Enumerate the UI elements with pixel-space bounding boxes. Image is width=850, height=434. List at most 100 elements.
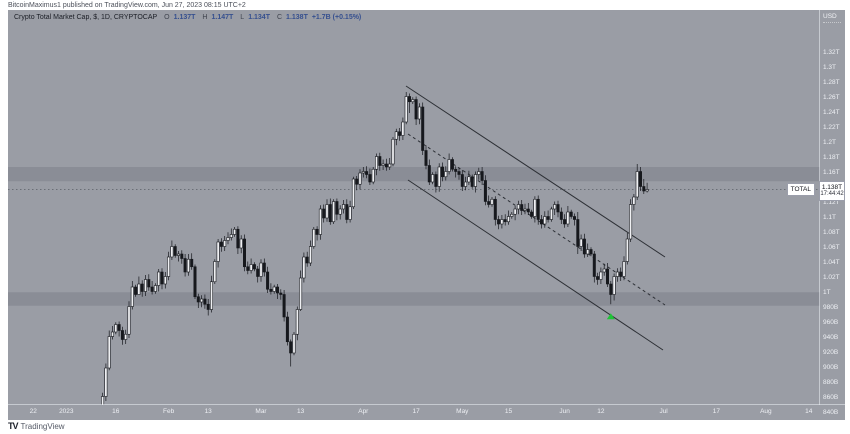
candle-down	[539, 219, 543, 225]
candle-down	[236, 228, 240, 249]
buy-signal-triangle-icon[interactable]	[606, 313, 615, 320]
time-axis[interactable]: 22 2023 16 Feb 13 Mar 13 Apr 17 May 15 Jun 12 Jul 17 Au…	[8, 404, 845, 420]
candle-down	[582, 238, 586, 255]
candle-down	[572, 216, 576, 220]
candle-down	[424, 150, 428, 166]
candle-up	[163, 276, 167, 285]
candle-up	[374, 156, 378, 170]
candle-up	[632, 196, 636, 205]
candle-down	[470, 176, 474, 187]
candle-up	[216, 241, 220, 262]
candle-down	[203, 298, 207, 305]
candle-up	[506, 216, 510, 223]
tradingview-logo[interactable]: TV TradingView	[8, 421, 65, 431]
candle-down	[407, 96, 411, 103]
candle-down	[305, 256, 309, 264]
price-tick-label: 1.12T	[823, 199, 840, 206]
candle-up	[510, 213, 514, 217]
candle-down	[322, 208, 326, 219]
candle-down	[262, 262, 266, 273]
candle-down	[289, 341, 293, 354]
last-price-value: 1.138T	[821, 183, 843, 191]
bar-countdown: 17:44:42	[820, 190, 844, 197]
candle-up	[318, 208, 322, 235]
time-tick-label: Jun	[559, 408, 570, 415]
candle-up	[130, 286, 134, 307]
close-value: 1.138T	[286, 14, 308, 21]
channel-midline[interactable]	[407, 133, 666, 306]
candle-down	[563, 219, 567, 225]
candle-down	[285, 316, 289, 343]
candle-up	[104, 367, 108, 397]
candle-up	[602, 268, 606, 273]
candle-up	[533, 198, 537, 217]
candle-down	[520, 204, 524, 211]
candle-down	[378, 156, 382, 166]
price-tick-label: 1.3T	[823, 64, 837, 71]
candle-up	[645, 189, 649, 192]
candle-down	[279, 292, 283, 295]
candle-up	[404, 96, 408, 123]
candle-down	[503, 219, 507, 223]
candle-up	[464, 181, 468, 187]
candle-down	[427, 165, 431, 183]
candle-down	[365, 171, 369, 175]
time-tick-label: 17	[712, 408, 721, 415]
candle-up	[127, 306, 131, 335]
candle-down	[487, 201, 491, 205]
price-tick-label: 1.02T	[823, 274, 840, 281]
candle-up	[388, 163, 392, 168]
candle-up	[325, 204, 329, 219]
candle-down	[117, 324, 121, 331]
channel-trendline[interactable]	[405, 85, 666, 258]
candle-down	[180, 253, 184, 259]
candle-down	[576, 219, 580, 247]
price-tick-label: 920B	[823, 349, 839, 356]
time-tick-label: Jul	[659, 408, 668, 415]
time-tick-label: 14	[805, 408, 813, 415]
candle-up	[513, 208, 517, 215]
price-axis[interactable]: USD 1.32T 1.3T 1.28T 1.26T 1.24T 1.22T 1.2T 1.1…	[819, 10, 845, 416]
candle-up	[523, 208, 527, 211]
candle-down	[440, 166, 444, 178]
candle-up	[371, 168, 375, 183]
price-tick-label: 1.2T	[823, 139, 837, 146]
time-tick-label: Aug	[760, 408, 772, 415]
candlestick-canvas[interactable]	[8, 10, 820, 405]
time-tick-label: 2023	[59, 408, 74, 415]
candle-up	[500, 219, 504, 225]
candle-up	[553, 204, 557, 210]
candle-up	[137, 283, 141, 295]
candle-up	[622, 261, 626, 277]
candle-down	[619, 271, 623, 277]
candle-up	[170, 246, 174, 258]
time-tick-label: May	[456, 408, 469, 415]
candle-up	[292, 333, 296, 354]
candle-down	[605, 268, 609, 285]
candle-up	[579, 238, 583, 247]
candle-down	[450, 159, 454, 170]
candle-up	[332, 201, 336, 223]
channel-trendline[interactable]	[407, 179, 664, 351]
chart-region[interactable]: Crypto Total Market Cap, $, 1D, CRYPTOCA…	[8, 10, 845, 420]
price-tick-label: 860B	[823, 394, 839, 401]
candle-down	[454, 168, 458, 172]
time-tick-label: 15	[504, 408, 513, 415]
candle-up	[549, 208, 553, 220]
candle-down	[147, 279, 151, 288]
candle-down	[345, 204, 349, 220]
price-tick-label: 980B	[823, 304, 839, 311]
candle-down	[173, 246, 177, 256]
candle-down	[355, 178, 359, 185]
time-tick-label: 22	[29, 408, 37, 415]
price-tick-label: 900B	[823, 364, 839, 371]
chart-legend[interactable]: Crypto Total Market Cap, $, 1D, CRYPTOCA…	[14, 13, 361, 22]
price-tick-label: 1.28T	[823, 79, 840, 86]
candlestick-plot[interactable]	[8, 10, 820, 405]
candle-up	[411, 99, 415, 103]
time-tick-label: 13	[204, 408, 212, 415]
candle-down	[256, 268, 260, 277]
candle-up	[153, 285, 157, 292]
candle-down	[183, 258, 187, 273]
price-tick-label: 840B	[823, 409, 839, 416]
